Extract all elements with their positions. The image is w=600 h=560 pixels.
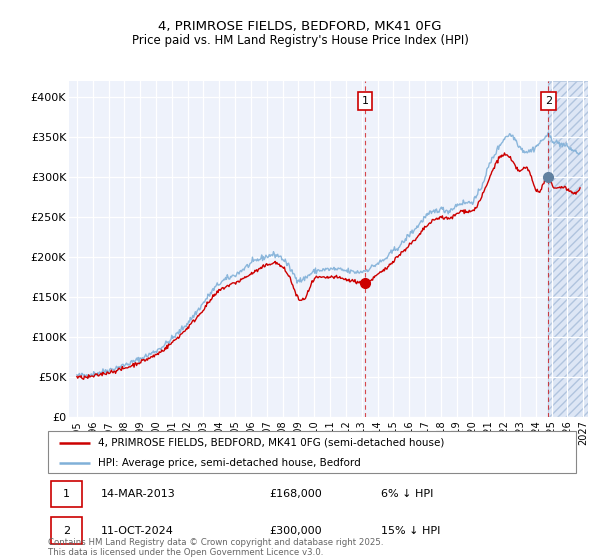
Text: 4, PRIMROSE FIELDS, BEDFORD, MK41 0FG: 4, PRIMROSE FIELDS, BEDFORD, MK41 0FG (158, 20, 442, 32)
Text: 6% ↓ HPI: 6% ↓ HPI (380, 489, 433, 499)
Text: £168,000: £168,000 (270, 489, 323, 499)
Bar (548, 81, 588, 417)
Text: HPI: Average price, semi-detached house, Bedford: HPI: Average price, semi-detached house,… (98, 458, 361, 468)
Text: 14-MAR-2013: 14-MAR-2013 (101, 489, 176, 499)
FancyBboxPatch shape (50, 481, 82, 507)
Text: £300,000: £300,000 (270, 526, 322, 535)
Text: 11-OCT-2024: 11-OCT-2024 (101, 526, 173, 535)
FancyBboxPatch shape (48, 431, 576, 473)
Text: 4, PRIMROSE FIELDS, BEDFORD, MK41 0FG (semi-detached house): 4, PRIMROSE FIELDS, BEDFORD, MK41 0FG (s… (98, 437, 445, 447)
Text: 1: 1 (361, 96, 368, 106)
Text: Contains HM Land Registry data © Crown copyright and database right 2025.
This d: Contains HM Land Registry data © Crown c… (48, 538, 383, 557)
Text: 1: 1 (63, 489, 70, 499)
Text: 2: 2 (63, 526, 70, 535)
FancyBboxPatch shape (50, 517, 82, 544)
Bar (548, 81, 588, 417)
Text: 15% ↓ HPI: 15% ↓ HPI (380, 526, 440, 535)
Text: 2: 2 (545, 96, 552, 106)
Text: Price paid vs. HM Land Registry's House Price Index (HPI): Price paid vs. HM Land Registry's House … (131, 34, 469, 46)
